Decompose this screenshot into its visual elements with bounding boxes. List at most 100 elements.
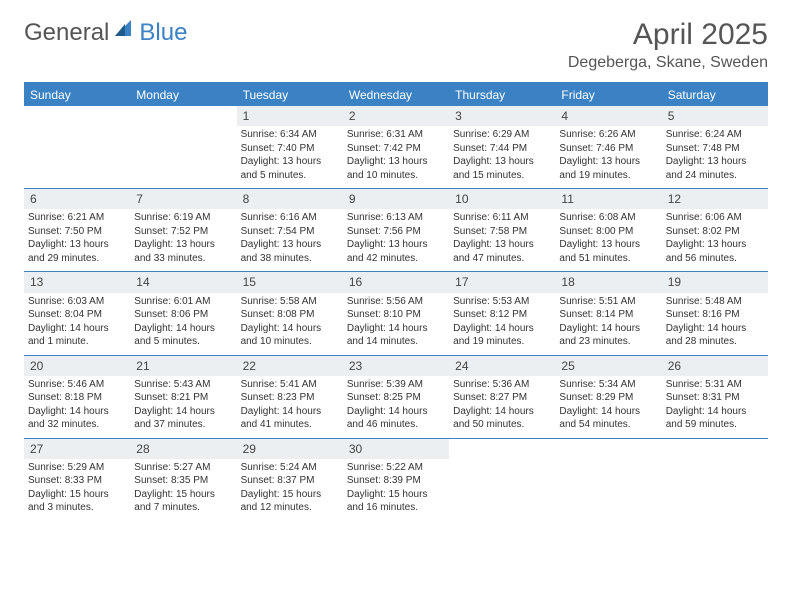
day-detail-text: Sunrise: 6:01 AM Sunset: 8:06 PM Dayligh… [134, 295, 232, 349]
day-number: 11 [555, 189, 661, 209]
day-cell: 30Sunrise: 5:22 AM Sunset: 8:39 PM Dayli… [343, 439, 449, 521]
day-detail-text: Sunrise: 5:39 AM Sunset: 8:25 PM Dayligh… [347, 378, 445, 432]
day-cell: 17 Sunrise: 5:53 AM Sunset: 8:12 PM Dayli… [449, 272, 555, 354]
dow-monday: Monday [130, 84, 236, 106]
day-detail-text: Sunrise: 6:29 AM Sunset: 7:44 PM Dayligh… [453, 128, 551, 182]
day-cell: 11Sunrise: 6:08 AM Sunset: 8:00 PM Dayli… [555, 189, 661, 271]
day-number: 24 [449, 356, 555, 376]
day-detail-text: Sunrise: 5:36 AM Sunset: 8:27 PM Dayligh… [453, 378, 551, 432]
logo-sail-icon [113, 18, 135, 47]
day-cell: 1Sunrise: 6:34 AM Sunset: 7:40 PM Daylig… [237, 106, 343, 188]
day-cell: 16 Sunrise: 5:56 AM Sunset: 8:10 PM Dayli… [343, 272, 449, 354]
title-block: April 2025 Degeberga, Skane, Sweden [568, 18, 768, 72]
day-detail-text: Sunrise: 6:21 AM Sunset: 7:50 PM Dayligh… [28, 211, 126, 265]
day-detail-text: Sunrise: 5:46 AM Sunset: 8:18 PM Dayligh… [28, 378, 126, 432]
day-detail-text: Sunrise: 5:24 AM Sunset: 8:37 PM Dayligh… [241, 461, 339, 515]
day-detail-text: Sunrise: 6:31 AM Sunset: 7:42 PM Dayligh… [347, 128, 445, 182]
day-number: 7 [130, 189, 236, 209]
day-detail-text: Sunrise: 6:11 AM Sunset: 7:58 PM Dayligh… [453, 211, 551, 265]
day-detail-text: Sunrise: 5:27 AM Sunset: 8:35 PM Dayligh… [134, 461, 232, 515]
dow-tuesday: Tuesday [237, 84, 343, 106]
day-detail-text: Sunrise: 5:41 AM Sunset: 8:23 PM Dayligh… [241, 378, 339, 432]
day-detail-text: Sunrise: 5:51 AM Sunset: 8:14 PM Dayligh… [559, 295, 657, 349]
logo-text-1: General [24, 19, 109, 47]
day-cell: 18 Sunrise: 5:51 AM Sunset: 8:14 PM Dayli… [555, 272, 661, 354]
day-number: 27 [24, 439, 130, 459]
week-row: 27Sunrise: 5:29 AM Sunset: 8:33 PM Dayli… [24, 438, 768, 521]
day-number: 1 [237, 106, 343, 126]
day-number: 15 [237, 272, 343, 292]
day-cell: 21Sunrise: 5:43 AM Sunset: 8:21 PM Dayli… [130, 356, 236, 438]
day-number: 13 [24, 272, 130, 292]
day-detail-text: Sunrise: 6:06 AM Sunset: 8:02 PM Dayligh… [666, 211, 764, 265]
day-number: 30 [343, 439, 449, 459]
day-cell: 4Sunrise: 6:26 AM Sunset: 7:46 PM Daylig… [555, 106, 661, 188]
day-detail-text: Sunrise: 6:03 AM Sunset: 8:04 PM Dayligh… [28, 295, 126, 349]
day-cell: 28Sunrise: 5:27 AM Sunset: 8:35 PM Dayli… [130, 439, 236, 521]
day-number: 25 [555, 356, 661, 376]
day-cell [555, 439, 661, 521]
day-detail-text: Sunrise: 5:56 AM Sunset: 8:10 PM Dayligh… [347, 295, 445, 349]
week-row: 13 Sunrise: 6:03 AM Sunset: 8:04 PM Dayli… [24, 271, 768, 354]
day-number: 23 [343, 356, 449, 376]
day-cell [24, 106, 130, 188]
day-number: 12 [662, 189, 768, 209]
day-cell: 20Sunrise: 5:46 AM Sunset: 8:18 PM Dayli… [24, 356, 130, 438]
day-cell: 27Sunrise: 5:29 AM Sunset: 8:33 PM Dayli… [24, 439, 130, 521]
dow-row: SundayMondayTuesdayWednesdayThursdayFrid… [24, 84, 768, 106]
day-cell: 7Sunrise: 6:19 AM Sunset: 7:52 PM Daylig… [130, 189, 236, 271]
day-number: 2 [343, 106, 449, 126]
day-detail-text: Sunrise: 5:53 AM Sunset: 8:12 PM Dayligh… [453, 295, 551, 349]
day-number: 17 [449, 272, 555, 292]
day-detail-text: Sunrise: 6:26 AM Sunset: 7:46 PM Dayligh… [559, 128, 657, 182]
day-detail-text: Sunrise: 6:34 AM Sunset: 7:40 PM Dayligh… [241, 128, 339, 182]
day-cell: 22Sunrise: 5:41 AM Sunset: 8:23 PM Dayli… [237, 356, 343, 438]
day-number: 5 [662, 106, 768, 126]
day-number: 18 [555, 272, 661, 292]
day-detail-text: Sunrise: 5:58 AM Sunset: 8:08 PM Dayligh… [241, 295, 339, 349]
day-detail-text: Sunrise: 5:43 AM Sunset: 8:21 PM Dayligh… [134, 378, 232, 432]
day-cell: 13 Sunrise: 6:03 AM Sunset: 8:04 PM Dayli… [24, 272, 130, 354]
dow-friday: Friday [555, 84, 661, 106]
day-detail-text: Sunrise: 5:48 AM Sunset: 8:16 PM Dayligh… [666, 295, 764, 349]
day-detail-text: Sunrise: 5:31 AM Sunset: 8:31 PM Dayligh… [666, 378, 764, 432]
day-cell: 10Sunrise: 6:11 AM Sunset: 7:58 PM Dayli… [449, 189, 555, 271]
week-row: 1Sunrise: 6:34 AM Sunset: 7:40 PM Daylig… [24, 106, 768, 188]
day-cell: 24Sunrise: 5:36 AM Sunset: 8:27 PM Dayli… [449, 356, 555, 438]
dow-saturday: Saturday [662, 84, 768, 106]
day-detail-text: Sunrise: 6:19 AM Sunset: 7:52 PM Dayligh… [134, 211, 232, 265]
day-cell [130, 106, 236, 188]
day-number: 8 [237, 189, 343, 209]
day-number: 3 [449, 106, 555, 126]
day-cell: 2Sunrise: 6:31 AM Sunset: 7:42 PM Daylig… [343, 106, 449, 188]
day-number: 29 [237, 439, 343, 459]
day-number: 6 [24, 189, 130, 209]
day-cell: 12Sunrise: 6:06 AM Sunset: 8:02 PM Dayli… [662, 189, 768, 271]
week-row: 6Sunrise: 6:21 AM Sunset: 7:50 PM Daylig… [24, 188, 768, 271]
day-number: 16 [343, 272, 449, 292]
day-cell: 19 Sunrise: 5:48 AM Sunset: 8:16 PM Dayli… [662, 272, 768, 354]
day-cell: 8Sunrise: 6:16 AM Sunset: 7:54 PM Daylig… [237, 189, 343, 271]
day-number: 14 [130, 272, 236, 292]
day-cell: 3Sunrise: 6:29 AM Sunset: 7:44 PM Daylig… [449, 106, 555, 188]
calendar: SundayMondayTuesdayWednesdayThursdayFrid… [24, 82, 768, 521]
day-number: 9 [343, 189, 449, 209]
day-detail-text: Sunrise: 6:08 AM Sunset: 8:00 PM Dayligh… [559, 211, 657, 265]
day-cell: 5Sunrise: 6:24 AM Sunset: 7:48 PM Daylig… [662, 106, 768, 188]
day-number: 4 [555, 106, 661, 126]
day-detail-text: Sunrise: 6:24 AM Sunset: 7:48 PM Dayligh… [666, 128, 764, 182]
day-detail-text: Sunrise: 6:16 AM Sunset: 7:54 PM Dayligh… [241, 211, 339, 265]
day-number: 19 [662, 272, 768, 292]
location-text: Degeberga, Skane, Sweden [568, 54, 768, 72]
month-title: April 2025 [568, 18, 768, 52]
day-cell: 25Sunrise: 5:34 AM Sunset: 8:29 PM Dayli… [555, 356, 661, 438]
day-cell: 23Sunrise: 5:39 AM Sunset: 8:25 PM Dayli… [343, 356, 449, 438]
day-detail-text: Sunrise: 5:29 AM Sunset: 8:33 PM Dayligh… [28, 461, 126, 515]
day-number: 10 [449, 189, 555, 209]
header: General Blue April 2025 Degeberga, Skane… [24, 18, 768, 72]
day-number: 26 [662, 356, 768, 376]
dow-sunday: Sunday [24, 84, 130, 106]
day-cell: 29Sunrise: 5:24 AM Sunset: 8:37 PM Dayli… [237, 439, 343, 521]
logo-text-2: Blue [139, 19, 187, 47]
day-cell [449, 439, 555, 521]
